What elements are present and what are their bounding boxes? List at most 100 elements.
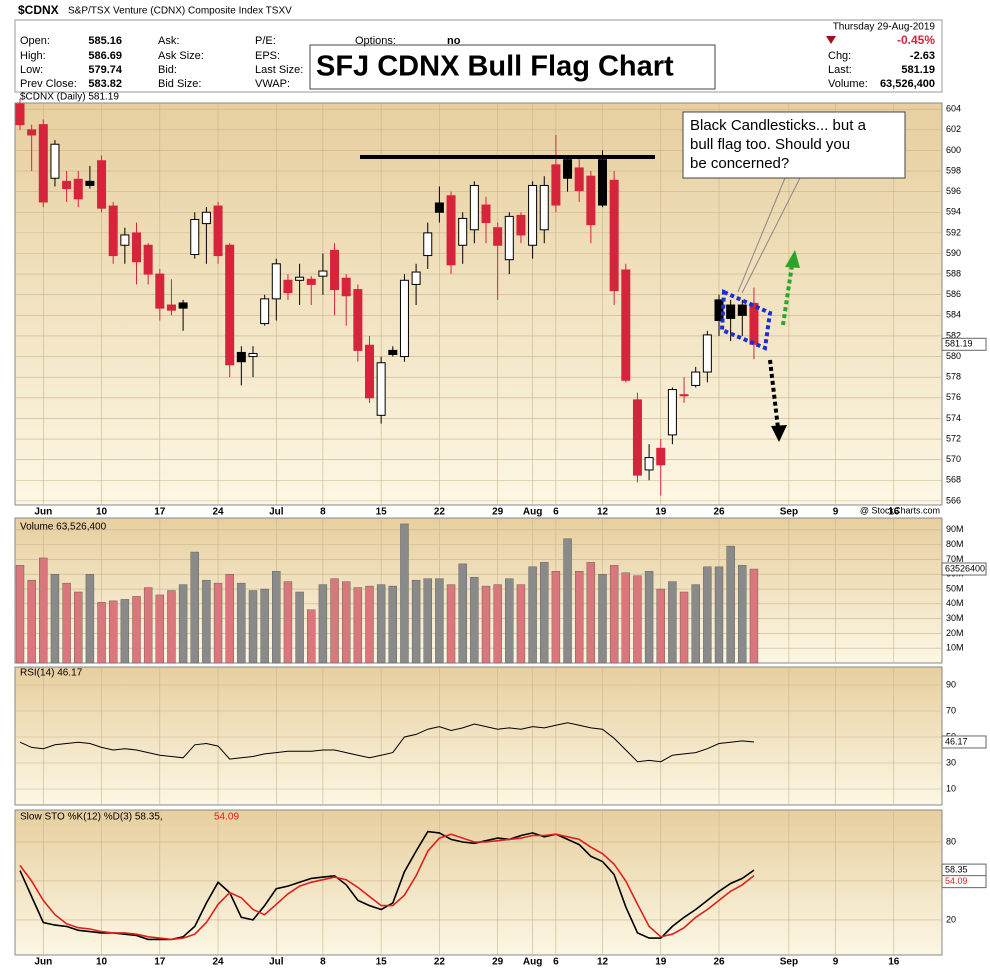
candle-body bbox=[318, 270, 328, 277]
callout-box bbox=[682, 111, 906, 179]
field-value: 579.74 bbox=[88, 64, 123, 76]
x-tick-label: 9 bbox=[833, 507, 839, 518]
candle-body bbox=[446, 195, 456, 266]
y-tick-label: 570 bbox=[946, 454, 961, 464]
candle-body bbox=[108, 205, 118, 257]
volume-bar bbox=[365, 585, 374, 664]
x-tick-label: 12 bbox=[597, 507, 609, 518]
candle-body bbox=[749, 302, 759, 345]
x-tick-label: 6 bbox=[553, 507, 559, 518]
y-tick-label: 572 bbox=[946, 433, 961, 443]
y-tick-label: 90M bbox=[946, 524, 964, 534]
candle-body bbox=[248, 352, 258, 358]
candle-body bbox=[609, 179, 619, 292]
panel-label: $CDNX (Daily) 581.19 bbox=[20, 92, 119, 103]
candle-body bbox=[225, 244, 235, 366]
candle-body bbox=[481, 204, 491, 224]
y-tick-label: 588 bbox=[946, 268, 961, 278]
candle-body bbox=[598, 159, 607, 206]
callout-pointer bbox=[741, 177, 801, 294]
volume-bar bbox=[85, 574, 95, 664]
field-label: Chg: bbox=[828, 50, 851, 62]
x-tick-label: 24 bbox=[212, 507, 224, 518]
volume-bar bbox=[295, 591, 304, 664]
y-tick-label: 576 bbox=[946, 392, 961, 402]
volume-bar bbox=[108, 600, 118, 664]
value-tag bbox=[941, 735, 987, 749]
y-tick-label: 604 bbox=[946, 104, 961, 114]
y-tick-label: 80 bbox=[946, 836, 956, 846]
volume-bar bbox=[435, 578, 444, 664]
x-tick-label: 24 bbox=[212, 957, 224, 968]
field-label: Prev Close: bbox=[20, 78, 77, 90]
credit: @ StockCharts.com bbox=[860, 505, 940, 515]
x-tick-label: 17 bbox=[154, 507, 166, 518]
candle-body bbox=[365, 344, 374, 399]
candle-body bbox=[132, 232, 141, 263]
candle-body bbox=[493, 227, 503, 246]
volume-bar bbox=[342, 581, 351, 664]
candle-body bbox=[504, 215, 514, 261]
volume-bar bbox=[260, 588, 269, 664]
down-arrow bbox=[768, 359, 780, 429]
volume-bar bbox=[563, 538, 572, 664]
y-tick-label: 602 bbox=[946, 124, 961, 134]
down-triangle bbox=[826, 36, 836, 44]
volume-bar bbox=[27, 579, 36, 664]
volume-bar bbox=[132, 596, 141, 664]
x-tick-label: 29 bbox=[492, 957, 504, 968]
y-tick-label: 30 bbox=[946, 757, 956, 767]
volume-bar bbox=[307, 609, 316, 664]
volume-bar bbox=[679, 591, 689, 664]
volume-bar bbox=[213, 582, 223, 664]
volume-bar bbox=[470, 576, 479, 664]
candle-body bbox=[330, 249, 340, 291]
y-tick-label: 70M bbox=[946, 554, 964, 564]
x-tick-label: 16 bbox=[888, 507, 900, 518]
volume-bar bbox=[738, 565, 747, 664]
y-tick-label: 10M bbox=[946, 643, 964, 653]
candle-body bbox=[15, 103, 25, 126]
volume-bar bbox=[598, 574, 607, 664]
volume-bar bbox=[540, 562, 549, 664]
volume-bar bbox=[283, 581, 293, 664]
field-label: Bid Size: bbox=[158, 78, 201, 90]
volume-bar bbox=[248, 590, 258, 664]
candle-body bbox=[38, 124, 48, 203]
y-tick-label: 30M bbox=[946, 613, 964, 623]
field-value: 63,526,400 bbox=[880, 78, 935, 90]
volume-bar bbox=[423, 578, 432, 664]
volume-bar bbox=[39, 557, 48, 664]
volume-bar bbox=[178, 584, 188, 664]
volume-bar bbox=[656, 588, 665, 664]
panel-label-value: 54.09 bbox=[214, 812, 239, 823]
volume-bar bbox=[318, 584, 328, 664]
x-tick-label: Sep bbox=[780, 507, 798, 518]
candle-body bbox=[143, 244, 153, 275]
candle-body bbox=[85, 180, 95, 186]
candle-body bbox=[726, 304, 736, 319]
volume-bar bbox=[481, 585, 491, 664]
volume-bar bbox=[644, 571, 654, 664]
y-tick-label: 20M bbox=[946, 628, 964, 638]
candle-body bbox=[516, 214, 526, 236]
field-label: Options: bbox=[355, 35, 396, 47]
y-tick-label: 20 bbox=[946, 914, 956, 924]
x-tick-label: 10 bbox=[96, 507, 108, 518]
indicator-line bbox=[19, 722, 755, 763]
volume-bar bbox=[505, 578, 514, 664]
y-tick-label: 50M bbox=[946, 583, 964, 593]
field-label: Last: bbox=[828, 64, 852, 76]
volume-bar bbox=[411, 579, 421, 664]
volume-bar bbox=[609, 565, 619, 664]
field-value: 581.19 bbox=[901, 64, 935, 76]
candle-body bbox=[388, 349, 398, 356]
y-tick-label: 598 bbox=[946, 165, 961, 175]
volume-bar bbox=[703, 566, 712, 664]
candle-body bbox=[260, 298, 270, 325]
field-value: -2.63 bbox=[910, 50, 935, 62]
down-arrow-head bbox=[771, 425, 787, 442]
value-tag bbox=[941, 337, 987, 351]
candle-body bbox=[621, 269, 631, 381]
